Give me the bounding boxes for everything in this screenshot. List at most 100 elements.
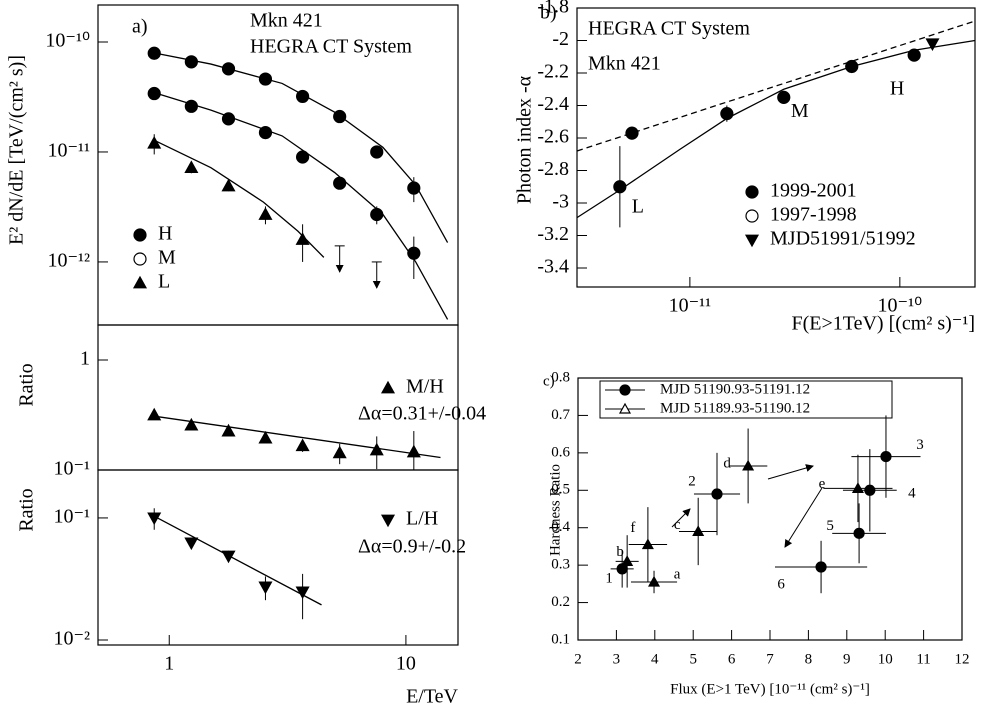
marker	[295, 150, 310, 164]
marker	[184, 55, 198, 69]
x-tick-label: 5	[689, 651, 697, 667]
y-tick-label: -1.8	[537, 0, 569, 18]
x-tick-label: 11	[916, 651, 930, 667]
legend-label: L/H	[406, 508, 438, 530]
y-tick-label: 0.4	[551, 519, 570, 535]
marker	[295, 89, 310, 104]
marker	[332, 445, 347, 459]
legend-label: MJD 51189.93-51190.12	[660, 400, 810, 416]
x-tick-label: 4	[651, 651, 659, 667]
y-tick-label: 10⁻¹	[53, 506, 90, 528]
marker	[720, 107, 734, 121]
x-tick-label: 1	[164, 653, 174, 675]
marker	[744, 234, 760, 248]
marker	[147, 512, 162, 526]
marker	[221, 423, 236, 437]
marker	[295, 438, 310, 452]
marker	[295, 586, 310, 600]
y-tick-label: 0.8	[551, 369, 570, 385]
panel: 1 10⁻¹ Δα=0.31+/-0.04 Ratio M/H	[16, 324, 486, 480]
x-tick-label: 8	[805, 651, 813, 667]
y-tick-label: -2.8	[537, 158, 569, 180]
marker	[815, 561, 827, 573]
point-label: 3	[916, 437, 924, 453]
marker	[407, 181, 421, 195]
marker	[692, 525, 705, 537]
plot-frame	[97, 469, 459, 646]
y-axis-title: Ratio	[16, 363, 38, 406]
panel-label: a)	[132, 16, 148, 38]
y-tick-label: 0.2	[551, 594, 570, 610]
x-tick-label: 10	[396, 653, 416, 675]
y-tick-label: -2	[552, 28, 569, 50]
point-label: d	[723, 455, 731, 471]
marker	[925, 38, 940, 51]
plot-frame	[97, 324, 459, 471]
y-tick-label: 0.7	[551, 407, 570, 423]
y-tick-label: -3.4	[537, 256, 569, 278]
marker	[777, 90, 791, 104]
marker	[380, 380, 396, 394]
y-tick-label: -3.2	[537, 223, 569, 245]
legend-label: M/H	[406, 376, 444, 398]
y-tick-label: 0.1	[551, 631, 570, 647]
marker	[370, 207, 384, 222]
marker	[333, 176, 347, 190]
marker	[369, 442, 384, 456]
marker	[221, 178, 236, 192]
x-axis-title: F(E>1TeV) [(cm² s)⁻¹]	[792, 313, 976, 335]
marker	[184, 99, 198, 113]
y-tick-label: 10⁻¹⁰	[45, 30, 90, 52]
marker	[864, 484, 876, 496]
y-tick-label: 10⁻¹¹	[47, 140, 90, 162]
marker	[853, 527, 865, 539]
y-axis-title: E² dN/dE [TeV/(cm² s)]	[6, 55, 28, 245]
y-axis-title: Hardness Ratio	[547, 464, 563, 556]
legend-label: 1997-1998	[770, 204, 857, 226]
arrow	[767, 464, 814, 480]
x-tick-label: 12	[955, 651, 970, 667]
marker	[184, 537, 199, 551]
fit-curve	[152, 415, 441, 459]
marker	[258, 581, 273, 595]
point-label: 6	[777, 576, 785, 592]
panel: -3.4 -3.2 -3 -2.8 -2.6 -2.4 -2.2 -2 -1.8 10⁻¹¹ 10⁻…	[514, 0, 976, 335]
marker	[132, 275, 148, 289]
fit-curve	[152, 91, 449, 320]
marker	[641, 538, 654, 550]
marker	[621, 555, 634, 567]
marker	[907, 48, 921, 62]
annotation: HEGRA CT System	[588, 18, 750, 40]
point-label: H	[890, 78, 904, 100]
marker	[370, 145, 384, 159]
panel-label: c)	[543, 373, 555, 389]
fit-curve	[152, 514, 322, 606]
x-tick-label: 2	[574, 651, 582, 667]
panel: 0.10.20.30.40.50.60.70.82 3 4 5 6 7 8 9 10 11 12c)…	[543, 369, 970, 697]
arrow	[671, 508, 691, 528]
annotation: HEGRA CT System	[250, 36, 412, 58]
point-label: e	[819, 476, 826, 492]
legend-label: MJD51991/51992	[770, 228, 916, 250]
point-label: f	[630, 520, 635, 536]
x-tick-label: 7	[766, 651, 774, 667]
y-tick-label: -2.2	[537, 61, 569, 83]
x-tick-label: 10⁻¹¹	[669, 295, 712, 317]
point-label: 4	[908, 486, 916, 502]
arrow	[784, 487, 823, 548]
marker	[745, 209, 759, 223]
panel: 10⁻¹ 10⁻² 1 10 Δα=0.9+/-0.2 Ratio E/TeV L/H	[16, 469, 466, 708]
marker	[147, 46, 161, 60]
marker	[625, 126, 639, 140]
marker	[745, 185, 759, 199]
point-label: 2	[688, 473, 696, 489]
marker	[147, 407, 162, 421]
marker	[133, 228, 147, 242]
marker	[407, 246, 421, 260]
y-tick-label: -2.4	[537, 93, 569, 115]
marker	[221, 550, 236, 564]
legend-label: 1999-2001	[770, 180, 857, 202]
marker	[258, 207, 273, 220]
marker	[851, 482, 864, 494]
panel: 10⁻¹⁰ 10⁻¹¹ 10⁻¹² a) Mkn 421 HEGRA CT System E…	[6, 4, 459, 326]
